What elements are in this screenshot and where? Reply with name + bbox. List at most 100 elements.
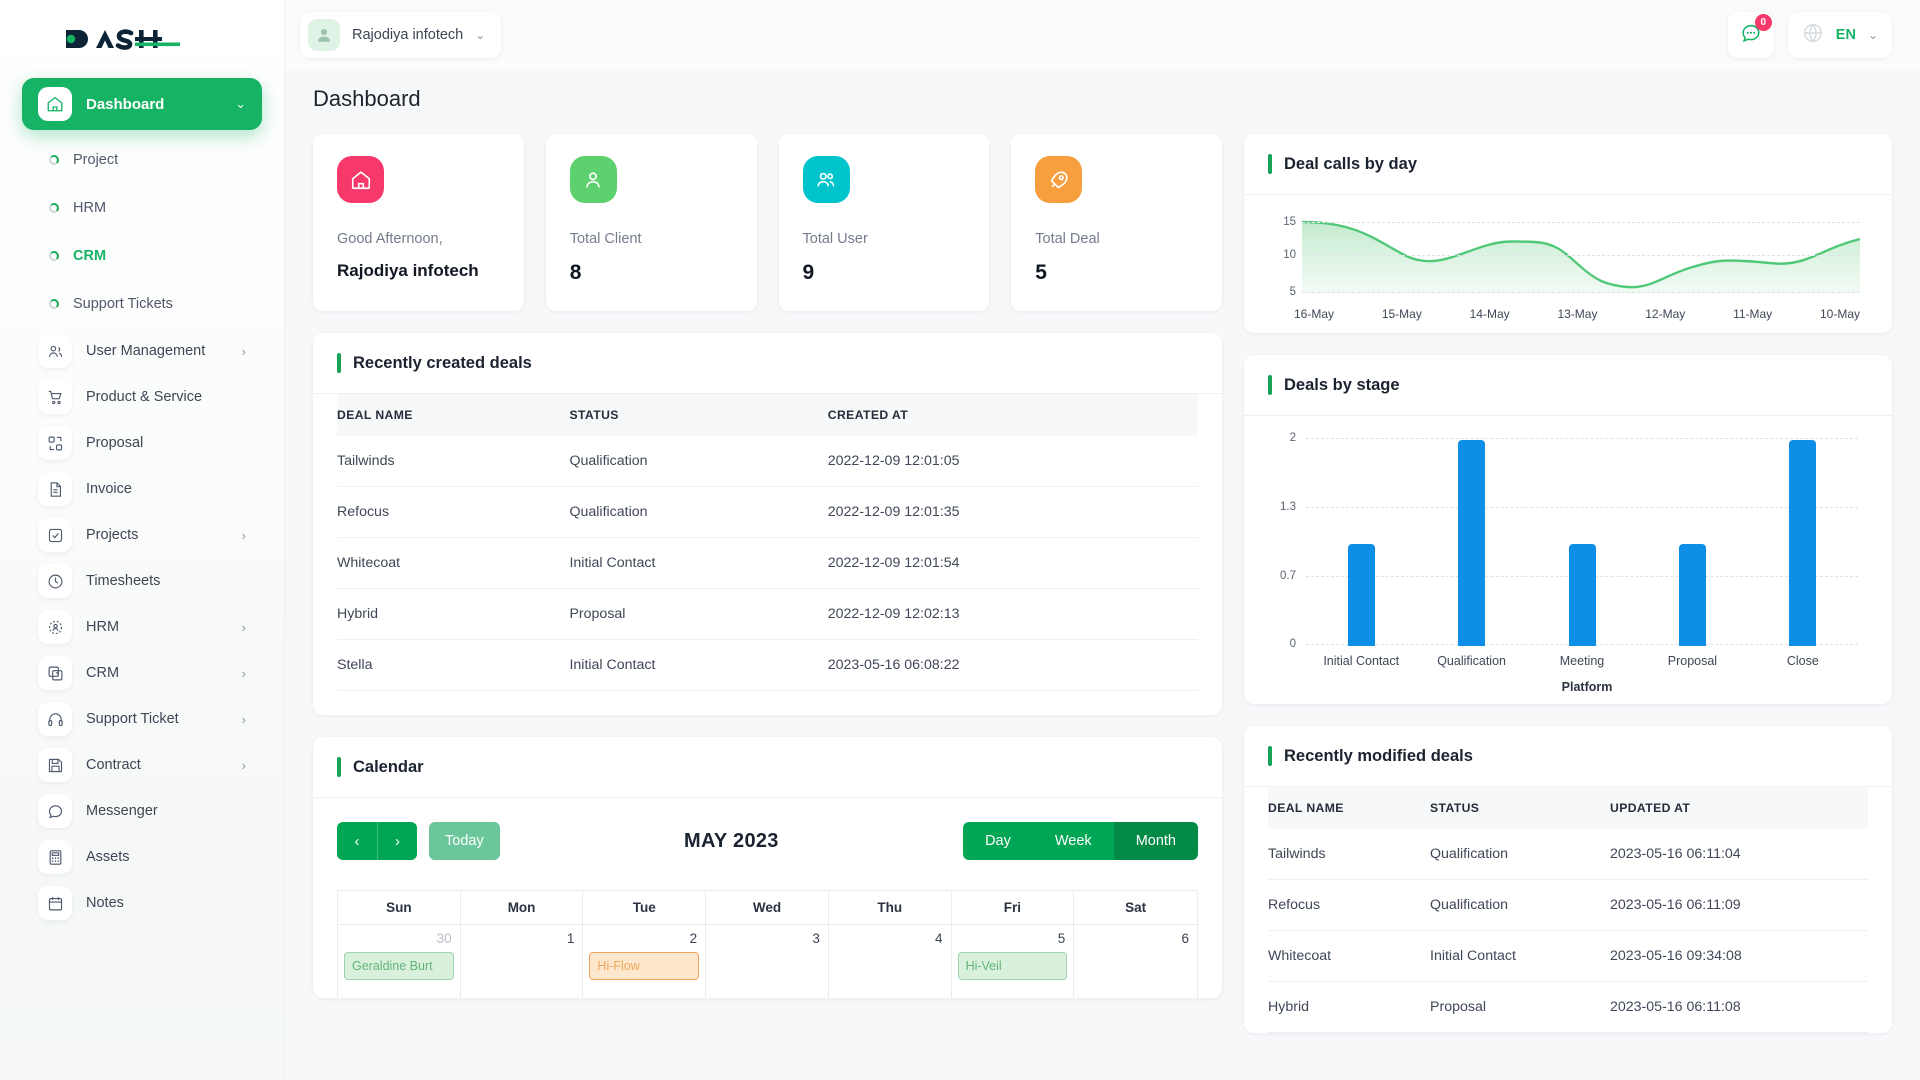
calendar-view-week[interactable]: Week <box>1032 822 1114 860</box>
left-column: Good Afternoon, Rajodiya infotech Total … <box>313 134 1222 1080</box>
cell-created-at: 2022-12-09 12:01:54 <box>827 537 1198 589</box>
cell-deal-name: Refocus <box>1268 879 1430 931</box>
stat-label: Total Client <box>569 231 642 247</box>
sidebar-item-notes[interactable]: Notes <box>22 880 262 926</box>
sidebar-item-label: CRM <box>86 665 120 681</box>
cell-status: Qualification <box>1430 829 1610 880</box>
calendar-prev-button[interactable]: ‹ <box>337 822 377 860</box>
calendar-view-day[interactable]: Day <box>963 822 1033 860</box>
weekday-sat: Sat <box>1125 900 1147 915</box>
table-row[interactable]: Whitecoat Initial Contact 2022-12-09 12:… <box>337 537 1198 589</box>
x-tick: 14-May <box>1469 307 1510 321</box>
calendar-event[interactable]: Hi-Flow <box>589 952 700 980</box>
calendar-view-month[interactable]: Month <box>1113 822 1198 860</box>
table-row[interactable]: Refocus Qualification 2023-05-16 06:11:0… <box>1268 879 1868 931</box>
card-header: Deals by stage <box>1244 355 1892 416</box>
sidebar-subitem-label: CRM <box>73 248 107 264</box>
weekday-thu: Thu <box>829 891 952 924</box>
cell-created-at: 2022-12-09 12:02:13 <box>827 588 1198 640</box>
stat-card-total-user[interactable]: Total User 9 <box>778 134 990 311</box>
calendar-day-cell[interactable]: 6 <box>1074 924 1197 998</box>
sidebar-item-product-service[interactable]: Product & Service <box>22 374 262 420</box>
calendar-day-cell[interactable]: 1 <box>460 924 584 998</box>
logo[interactable] <box>0 0 284 78</box>
users-icon <box>802 156 850 203</box>
sidebar-item-proposal[interactable]: Proposal <box>22 420 262 466</box>
accent-bar <box>1268 746 1272 766</box>
calendar-day-cell[interactable]: 3 <box>706 924 829 998</box>
sidebar-item-crm[interactable]: CRM › <box>22 650 262 696</box>
table-row[interactable]: Tailwinds Qualification 2022-12-09 12:01… <box>337 436 1198 487</box>
language-label: EN <box>1835 27 1856 43</box>
calendar-day-cell[interactable]: 4 <box>828 924 952 998</box>
y-axis: 15 10 5 <box>1268 215 1298 301</box>
bar-initial-contact[interactable] <box>1347 544 1375 646</box>
table-row[interactable]: Tailwinds Qualification 2023-05-16 06:11… <box>1268 829 1868 880</box>
bar-qualification[interactable] <box>1458 440 1486 646</box>
table-header: Deal Name Status Created At <box>337 394 1198 436</box>
x-axis: Initial Contact Qualification Meeting Pr… <box>1268 654 1868 668</box>
company-selector[interactable]: Rajodiya infotech ⌄ <box>300 12 502 58</box>
sidebar-item-contract[interactable]: Contract › <box>22 742 262 788</box>
sidebar-subitem-support-tickets[interactable]: Support Tickets <box>22 280 262 328</box>
checkbox-icon <box>38 518 72 552</box>
line-chart-area: 15 10 5 <box>1244 195 1892 333</box>
table-row[interactable]: Stella Initial Contact 2023-05-16 06:08:… <box>337 639 1198 691</box>
bullet-icon <box>49 203 59 213</box>
sidebar-item-dashboard[interactable]: Dashboard ⌄ <box>22 78 262 130</box>
sidebar-nav: Dashboard ⌄ Project HRM CRM Support Tick… <box>0 78 284 926</box>
bar-slot <box>1637 434 1747 646</box>
sidebar-item-timesheets[interactable]: Timesheets <box>22 558 262 604</box>
stat-card-greeting[interactable]: Good Afternoon, Rajodiya infotech <box>313 134 524 311</box>
calendar-body: ‹ › Today MAY 2023 Day Week Month <box>313 798 1222 998</box>
calendar-today-button[interactable]: Today <box>429 822 500 860</box>
sidebar-item-label: Product & Service <box>86 389 203 405</box>
table-row[interactable]: Hybrid Proposal 2022-12-09 12:02:13 <box>337 588 1198 640</box>
stat-card-total-client[interactable]: Total Client 8 <box>545 134 757 311</box>
calendar-event[interactable]: Geraldine Burt <box>344 952 454 980</box>
calendar-next-button[interactable]: › <box>377 822 417 860</box>
language-selector[interactable]: EN ⌄ <box>1787 12 1892 58</box>
sidebar-subitem-crm[interactable]: CRM <box>22 232 262 280</box>
calendar-day-cell[interactable]: 2 Hi-Flow <box>583 924 707 998</box>
sidebar-item-support-ticket[interactable]: Support Ticket › <box>22 696 262 742</box>
accent-bar <box>337 757 341 777</box>
table-body: Tailwinds Qualification 2022-12-09 12:01… <box>337 436 1198 691</box>
bar-close[interactable] <box>1789 440 1817 646</box>
calendar-day-cell[interactable]: 30 Geraldine Burt <box>338 924 461 998</box>
rocket-icon <box>1035 156 1083 203</box>
sidebar-item-projects[interactable]: Projects › <box>22 512 262 558</box>
stat-card-total-deal[interactable]: Total Deal 5 <box>1011 134 1222 311</box>
sidebar-item-user-management[interactable]: User Management › <box>22 328 262 374</box>
table-row[interactable]: Refocus Qualification 2022-12-09 12:01:3… <box>337 486 1198 538</box>
stat-value: 8 <box>569 261 582 284</box>
sidebar-item-hrm[interactable]: HRM › <box>22 604 262 650</box>
cell-deal-name: Tailwinds <box>1268 829 1430 880</box>
card-header: Calendar <box>313 737 1222 798</box>
bar-proposal[interactable] <box>1678 544 1706 646</box>
document-icon <box>38 472 72 506</box>
crm-icon <box>38 656 72 690</box>
messages-button[interactable]: 0 <box>1727 12 1774 58</box>
table-header-row: Deal Name Status Created At <box>337 394 1198 436</box>
sidebar-subitem-project[interactable]: Project <box>22 136 262 184</box>
bar-slot <box>1527 434 1637 646</box>
table-row[interactable]: Whitecoat Initial Contact 2023-05-16 09:… <box>1268 930 1868 982</box>
day-number: 6 <box>1181 931 1189 946</box>
calendar-event[interactable]: Hi-Veil <box>957 952 1068 980</box>
cell-created-at: 2022-12-09 12:01:35 <box>827 486 1198 538</box>
sidebar-item-label: Projects <box>86 527 139 543</box>
sidebar-subitem-hrm[interactable]: HRM <box>22 184 262 232</box>
sidebar-item-assets[interactable]: Assets <box>22 834 262 880</box>
calendar-day-cell[interactable]: 5 Hi-Veil <box>951 924 1075 998</box>
bar-meeting[interactable] <box>1568 544 1596 646</box>
chevron-right-icon: › <box>241 527 246 543</box>
column-header-status: Status <box>1430 787 1610 829</box>
cell-deal-name: Refocus <box>337 486 570 538</box>
cell-deal-name: Stella <box>337 639 570 691</box>
sidebar-item-messenger[interactable]: Messenger <box>22 788 262 834</box>
sidebar-item-invoice[interactable]: Invoice <box>22 466 262 512</box>
x-tick: 10-May <box>1819 307 1860 321</box>
calculator-icon <box>38 840 72 874</box>
table-row[interactable]: Hybrid Proposal 2023-05-16 06:11:08 <box>1268 981 1868 1033</box>
